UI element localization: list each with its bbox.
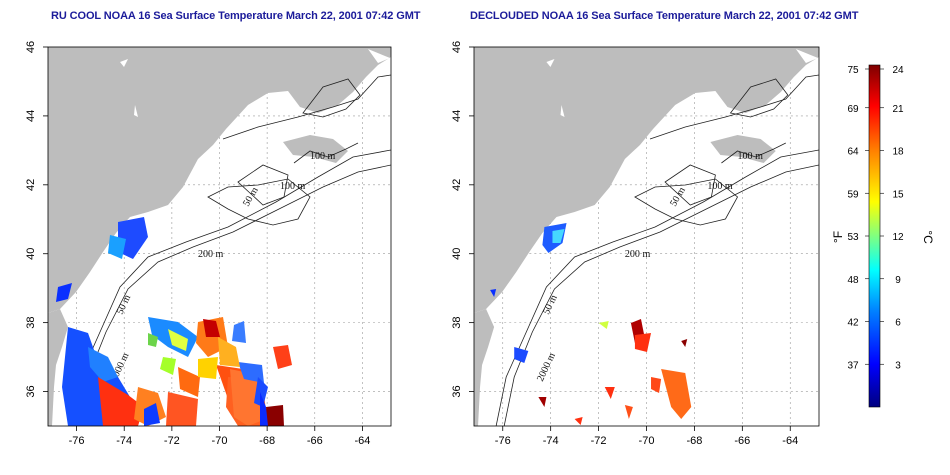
celsius-unit-label: °C [921,230,935,244]
celsius-tick-label: 21 [892,104,904,115]
contour-label: 200 m [198,249,224,260]
contour-label: 100 m [738,151,764,162]
lat-tick-label: 40 [25,248,37,260]
fahrenheit-tick-label: 53 [847,232,859,243]
left-lat-axis: 36 38 40 42 44 46 [25,41,48,398]
right-map-panel: 100 m 100 m 50 m 200 m 50 m 2000 m [451,41,820,447]
lat-tick-label: 42 [451,179,463,191]
left-sst-patches [56,217,292,426]
lat-tick-label: 36 [25,385,37,397]
right-land [474,47,819,426]
right-map-area: 100 m 100 m 50 m 200 m 50 m 2000 m [474,47,819,426]
celsius-tick-label: 24 [892,65,904,76]
right-sst-patches [490,223,692,425]
celsius-tick-label: 9 [895,275,901,286]
right-lat-axis: 36 38 40 42 44 46 [451,41,474,398]
lon-tick-label: -72 [164,435,180,447]
colorbar: 24 75 21 69 18 64 15 59 12 53 9 48 6 42 3 37 °F °C [831,64,935,408]
right-lon-axis: -76 -74 -72 -70 -68 -66 -64 [495,426,798,447]
celsius-tick-label: 18 [892,147,904,158]
lon-tick-label: -72 [591,435,607,447]
fahrenheit-tick-label: 64 [847,147,859,158]
lon-tick-label: -66 [307,435,323,447]
left-map-area: 100 m 100 m 50 m 200 m 50 m 2000 m [48,47,391,426]
contour-label: 100 m [280,181,306,192]
lat-tick-label: 46 [451,41,463,53]
lat-tick-label: 46 [25,41,37,53]
fahrenheit-tick-label: 69 [847,104,859,115]
lon-tick-label: -76 [495,435,511,447]
lat-tick-label: 36 [451,385,463,397]
lat-tick-label: 42 [25,179,37,191]
lon-tick-label: -70 [639,435,655,447]
contour-label: 100 m [707,181,733,192]
lon-tick-label: -76 [69,435,85,447]
lat-tick-label: 38 [451,317,463,329]
contour-label: 100 m [310,151,336,162]
left-lon-axis: -76 -74 -72 -70 -68 -66 -64 [69,426,370,447]
lon-tick-label: -64 [354,435,370,447]
right-contours [495,74,819,426]
celsius-tick-label: 15 [892,189,904,200]
celsius-tick-label: 3 [895,360,901,371]
lon-tick-label: -68 [259,435,275,447]
left-map-panel: 100 m 100 m 50 m 200 m 50 m 2000 m [25,41,392,447]
colorbar-gradient [869,65,880,407]
lat-tick-label: 44 [25,110,37,122]
lat-tick-label: 44 [451,110,463,122]
fahrenheit-tick-label: 59 [847,189,859,200]
lon-tick-label: -74 [543,435,559,447]
left-land [48,47,391,426]
lon-tick-label: -68 [686,435,702,447]
lon-tick-label: -64 [782,435,798,447]
lon-tick-label: -70 [212,435,228,447]
celsius-tick-label: 6 [895,318,901,329]
left-map-title: RU COOL NOAA 16 Sea Surface Temperature … [51,10,421,22]
fahrenheit-unit-label: °F [831,231,845,243]
contour-label: 200 m [625,249,651,260]
fahrenheit-tick-label: 42 [847,318,859,329]
celsius-tick-label: 12 [892,232,904,243]
fahrenheit-tick-label: 48 [847,275,859,286]
lat-tick-label: 38 [25,317,37,329]
left-contours [69,74,391,426]
fahrenheit-tick-label: 37 [847,360,859,371]
lon-tick-label: -74 [116,435,132,447]
colorbar-ticks: 24 75 21 69 18 64 15 59 12 53 9 48 6 42 3 37 [847,65,904,371]
fahrenheit-tick-label: 75 [847,65,859,76]
lon-tick-label: -66 [734,435,750,447]
right-map-title: DECLOUDED NOAA 16 Sea Surface Temperatur… [470,10,859,22]
lat-tick-label: 40 [451,248,463,260]
